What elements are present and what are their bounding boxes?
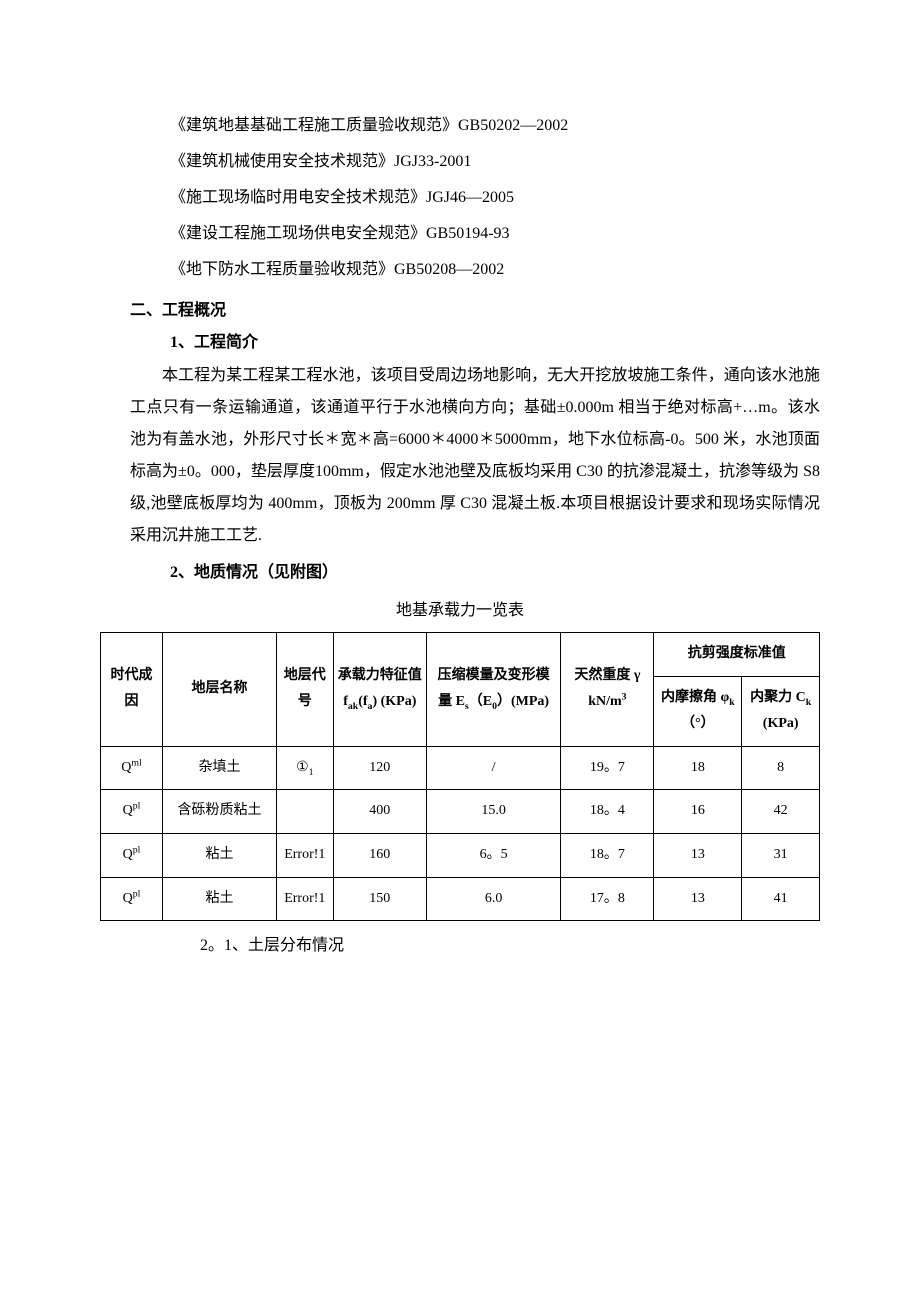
subsection-heading-geology: 2、地质情况（见附图） [170,558,820,582]
standard-item: 《建设工程施工现场供电安全规范》GB50194-93 [170,218,820,250]
cell-name: 粘土 [163,833,277,877]
cell-bearing: 120 [333,746,426,790]
cell-era: Qpl [101,790,163,834]
table-header: 时代成因 地层名称 地层代号 承载力特征值 fak(fa) (KPa) 压缩模量… [101,633,820,747]
cell-bearing: 150 [333,877,426,921]
table-row: Qpl 含砾粉质粘土 400 15.0 18。4 16 42 [101,790,820,834]
cell-cohesion: 8 [742,746,820,790]
th-bearing: 承载力特征值 fak(fa) (KPa) [333,633,426,747]
standard-item: 《施工现场临时用电安全技术规范》JGJ46—2005 [170,182,820,214]
cell-modulus: 6.0 [426,877,560,921]
standard-item: 《建筑机械使用安全技术规范》JGJ33-2001 [170,146,820,178]
standard-item: 《建筑地基基础工程施工质量验收规范》GB50202—2002 [170,110,820,142]
cell-code: Error!1 [276,833,333,877]
th-name: 地层名称 [163,633,277,747]
cell-friction: 13 [654,833,742,877]
cell-friction: 16 [654,790,742,834]
geology-table: 时代成因 地层名称 地层代号 承载力特征值 fak(fa) (KPa) 压缩模量… [100,632,820,921]
cell-era: Qml [101,746,163,790]
cell-gravity: 19。7 [561,746,654,790]
th-friction: 内摩擦角 φk（°） [654,676,742,746]
section-heading-overview: 二、工程概况 [130,296,820,320]
table-header-row-1: 时代成因 地层名称 地层代号 承载力特征值 fak(fa) (KPa) 压缩模量… [101,633,820,677]
table-row: Qml 杂填土 ①1 120 / 19。7 18 8 [101,746,820,790]
th-gravity: 天然重度 γ kN/m3 [561,633,654,747]
cell-name: 杂填土 [163,746,277,790]
standard-item: 《地下防水工程质量验收规范》GB50208—2002 [170,254,820,286]
th-cohesion: 内聚力 Ck (KPa) [742,676,820,746]
cell-era: Qpl [101,833,163,877]
table-body: Qml 杂填土 ①1 120 / 19。7 18 8 Qpl 含砾粉质粘土 40… [101,746,820,920]
cell-cohesion: 42 [742,790,820,834]
subsection-heading-intro: 1、工程简介 [170,328,820,352]
table-row: Qpl 粘土 Error!1 160 6。5 18。7 13 31 [101,833,820,877]
project-intro-text: 本工程为某工程某工程水池，该项目受周边场地影响，无大开挖放坡施工条件，通向该水池… [130,360,820,552]
th-modulus: 压缩模量及变形模量 Es（E0）(MPa) [426,633,560,747]
cell-code [276,790,333,834]
cell-name: 含砾粉质粘土 [163,790,277,834]
cell-gravity: 18。7 [561,833,654,877]
table-caption: 地基承载力一览表 [100,596,820,620]
cell-code: Error!1 [276,877,333,921]
cell-code: ①1 [276,746,333,790]
cell-friction: 18 [654,746,742,790]
th-code: 地层代号 [276,633,333,747]
cell-bearing: 400 [333,790,426,834]
cell-modulus: 6。5 [426,833,560,877]
cell-gravity: 18。4 [561,790,654,834]
cell-friction: 13 [654,877,742,921]
th-shear-group: 抗剪强度标准值 [654,633,820,677]
document-page: 《建筑地基基础工程施工质量验收规范》GB50202—2002 《建筑机械使用安全… [0,0,920,1015]
subsection-heading-strata: 2。1、土层分布情况 [200,931,820,955]
cell-cohesion: 31 [742,833,820,877]
cell-gravity: 17。8 [561,877,654,921]
cell-bearing: 160 [333,833,426,877]
table-row: Qpl 粘土 Error!1 150 6.0 17。8 13 41 [101,877,820,921]
cell-cohesion: 41 [742,877,820,921]
th-era: 时代成因 [101,633,163,747]
cell-modulus: / [426,746,560,790]
standards-list: 《建筑地基基础工程施工质量验收规范》GB50202—2002 《建筑机械使用安全… [170,110,820,286]
cell-modulus: 15.0 [426,790,560,834]
cell-name: 粘土 [163,877,277,921]
cell-era: Qpl [101,877,163,921]
